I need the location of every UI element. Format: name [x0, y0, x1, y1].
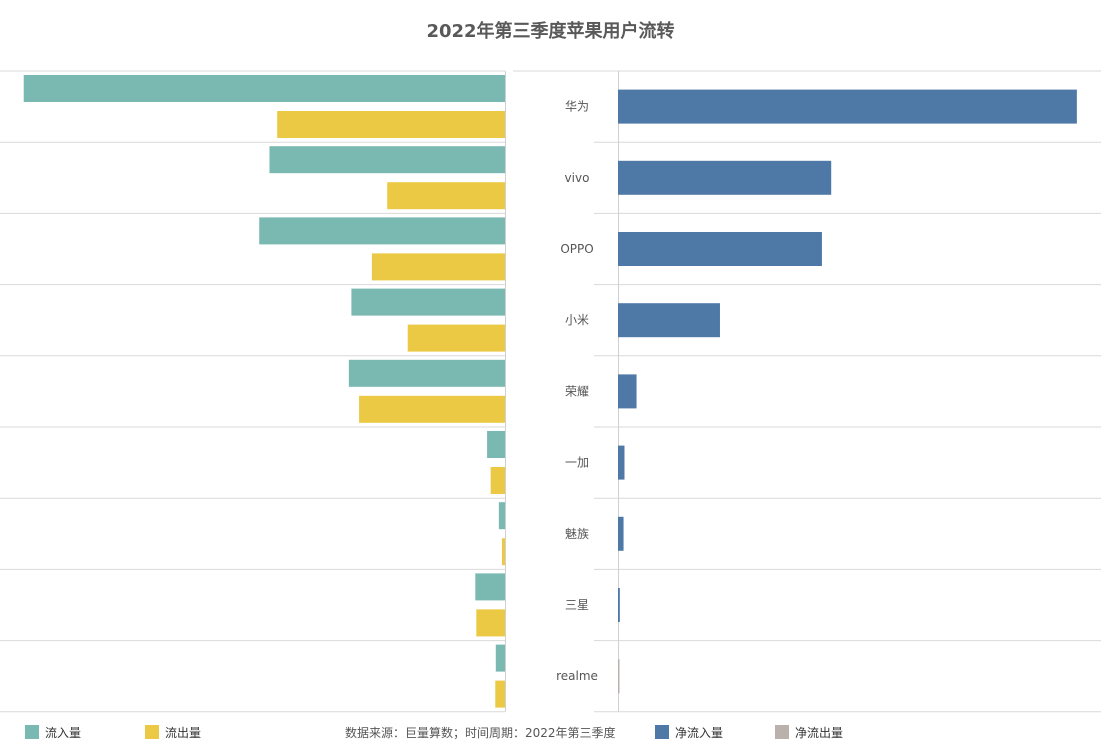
bar-outflow: [407, 324, 505, 352]
bar-inflow: [487, 431, 505, 458]
bar-outflow: [501, 538, 505, 566]
legend-label-outflow: 流出量: [165, 725, 202, 740]
legend-inflow: 流入量: [25, 723, 81, 741]
category-label: realme: [556, 669, 598, 683]
bar-inflow: [498, 502, 505, 530]
bar-net-inflow: [618, 445, 625, 480]
legend-label-net-in: 净流入量: [675, 725, 724, 740]
bar-inflow: [475, 573, 505, 601]
chart-title: 2022年第三季度苹果用户流转: [426, 21, 675, 42]
category-label: vivo: [565, 171, 590, 185]
legend-swatch-net-out: [775, 725, 789, 739]
bar-net-outflow: [618, 659, 620, 694]
bar-outflow: [359, 395, 505, 423]
bar-inflow: [348, 359, 505, 387]
bar-outflow: [387, 182, 505, 210]
legend-swatch-net-in: [655, 725, 669, 739]
bar-inflow: [269, 146, 505, 174]
category-label: 荣耀: [565, 384, 589, 398]
bar-net-inflow: [618, 303, 720, 338]
bar-net-inflow: [618, 516, 624, 551]
category-label: 小米: [565, 313, 589, 327]
bar-net-inflow: [618, 374, 637, 409]
legend-net-in: 净流入量: [655, 723, 723, 741]
data-source-note: 数据来源：巨量算数；时间周期：2022年第三季度: [345, 726, 616, 740]
bar-inflow: [23, 75, 505, 102]
bar-inflow: [259, 217, 505, 245]
bar-inflow: [495, 644, 505, 672]
category-label: 魅族: [565, 526, 589, 541]
bar-net-inflow: [618, 588, 620, 622]
bar-outflow: [476, 609, 505, 637]
bar-outflow: [277, 111, 505, 138]
bar-net-inflow: [618, 160, 832, 195]
legend-net-out: 净流出量: [775, 723, 843, 741]
legend-swatch-outflow: [145, 725, 159, 739]
category-label: 三星: [565, 598, 589, 612]
legend-outflow: 流出量: [145, 723, 201, 741]
legend-swatch-inflow: [25, 725, 39, 739]
category-label: OPPO: [560, 242, 593, 256]
bar-outflow: [495, 680, 505, 708]
category-label: 一加: [565, 456, 589, 470]
bar-outflow: [490, 467, 505, 494]
bar-net-inflow: [618, 232, 822, 266]
legend-label-inflow: 流入量: [45, 725, 82, 740]
bar-outflow: [371, 253, 505, 281]
legend-label-net-out: 净流出量: [795, 725, 844, 740]
bar-net-inflow: [618, 89, 1077, 124]
bar-inflow: [351, 288, 505, 316]
category-label: 华为: [565, 100, 589, 114]
